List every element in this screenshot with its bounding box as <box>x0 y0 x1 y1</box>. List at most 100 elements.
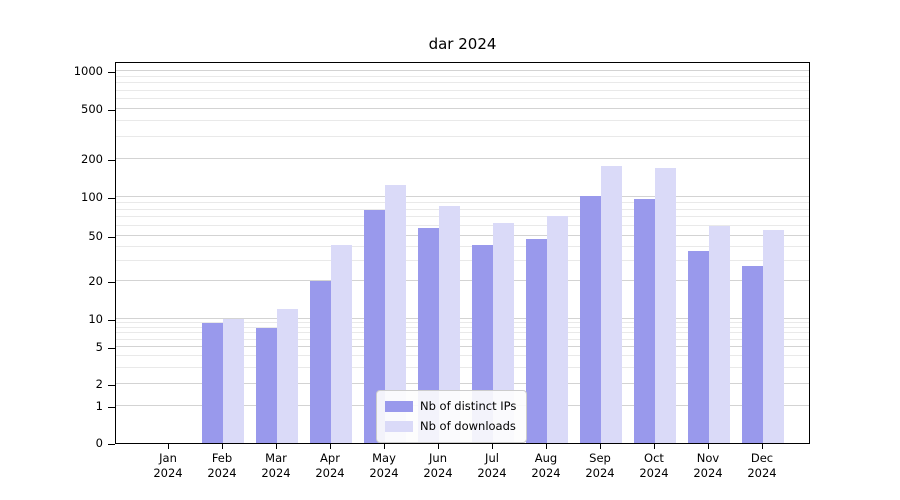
y-tick-label: 10 <box>88 312 103 326</box>
x-tick-year: 2024 <box>315 466 345 480</box>
x-tick-year: 2024 <box>423 466 453 480</box>
gridline-minor <box>116 82 809 84</box>
gridline-major <box>116 235 809 236</box>
x-tick-label-feb: Feb 2024 <box>192 451 252 481</box>
bar-downloads-jul <box>493 223 514 443</box>
bar-distinct-ips-dec <box>742 266 763 443</box>
x-tick-label-jan: Jan 2024 <box>138 451 198 481</box>
legend-entry-nb-of-downloads: Nb of downloads <box>385 416 516 436</box>
legend-entry-nb-of-distinct-ips: Nb of distinct IPs <box>385 396 516 416</box>
x-tick-label-dec: Dec 2024 <box>732 451 792 481</box>
x-tick-month: Oct <box>644 451 664 465</box>
gridline-minor <box>116 89 809 91</box>
x-tick-month: Sep <box>589 451 611 465</box>
x-tick-year: 2024 <box>153 466 183 480</box>
bar-distinct-ips-oct <box>634 198 655 443</box>
x-tick-year: 2024 <box>747 466 777 480</box>
x-tick-label-jun: Jun 2024 <box>408 451 468 481</box>
gridline-minor <box>116 246 809 247</box>
y-tick-label: 200 <box>81 152 103 166</box>
x-tick-year: 2024 <box>585 466 615 480</box>
bar-downloads-oct <box>655 167 676 443</box>
bar-distinct-ips-nov <box>688 250 709 443</box>
x-tick-mark <box>276 444 277 449</box>
gridline-major <box>116 108 809 109</box>
x-tick-label-mar: Mar 2024 <box>246 451 306 481</box>
y-tick-label: 50 <box>88 229 103 243</box>
x-tick-mark <box>546 444 547 449</box>
y-tick-mark <box>108 198 115 199</box>
bar-distinct-ips-mar <box>256 328 277 443</box>
y-tick-label: 2 <box>95 377 103 391</box>
y-tick-mark <box>108 72 115 73</box>
y-tick-mark <box>108 110 115 111</box>
y-tick-label: 0 <box>95 436 103 450</box>
x-tick-year: 2024 <box>369 466 399 480</box>
x-tick-month: Mar <box>265 451 287 465</box>
gridline-minor <box>116 332 809 334</box>
gridline-minor <box>116 224 809 226</box>
gridline-minor <box>116 338 809 340</box>
legend: Nb of distinct IPs Nb of downloads <box>376 390 528 443</box>
y-tick-mark <box>108 407 115 408</box>
x-tick-year: 2024 <box>207 466 237 480</box>
gridline-minor <box>116 355 809 356</box>
bar-distinct-ips-feb <box>202 323 223 443</box>
x-tick-year: 2024 <box>693 466 723 480</box>
x-tick-year: 2024 <box>261 466 291 480</box>
gridline-minor <box>116 327 809 328</box>
x-tick-label-aug: Aug 2024 <box>516 451 576 481</box>
x-tick-mark <box>762 444 763 449</box>
y-tick-mark <box>108 237 115 238</box>
gridline-minor <box>116 135 809 137</box>
x-tick-month: Jan <box>159 451 177 465</box>
gridline-major <box>116 280 809 281</box>
plot-area <box>115 62 810 444</box>
x-tick-year: 2024 <box>639 466 669 480</box>
bar-distinct-ips-apr <box>310 281 331 443</box>
legend-swatch-distinct-ips <box>385 400 413 412</box>
bar-downloads-dec <box>763 229 784 443</box>
y-tick-label: 500 <box>81 102 103 116</box>
bar-downloads-jun <box>439 206 460 443</box>
x-tick-label-jul: Jul 2024 <box>462 451 522 481</box>
x-tick-month: May <box>372 451 396 465</box>
x-tick-label-nov: Nov 2024 <box>678 451 738 481</box>
x-tick-mark <box>384 444 385 449</box>
x-tick-label-may: May 2024 <box>354 451 414 481</box>
gridline-minor <box>116 201 809 203</box>
y-tick-mark <box>108 385 115 386</box>
y-tick-label: 5 <box>95 340 103 354</box>
gridline-minor <box>116 260 809 262</box>
bar-downloads-mar <box>277 309 298 443</box>
legend-swatch-downloads <box>385 420 413 432</box>
x-tick-month: Nov <box>696 451 720 465</box>
x-tick-mark <box>168 444 169 449</box>
bar-distinct-ips-aug <box>526 239 547 443</box>
bar-downloads-apr <box>331 244 352 443</box>
bar-downloads-aug <box>547 215 568 443</box>
gridline-minor <box>116 366 809 368</box>
y-tick-label: 1000 <box>73 64 103 78</box>
x-tick-mark <box>222 444 223 449</box>
gridline-major <box>116 383 809 384</box>
x-tick-month: Jul <box>485 451 499 465</box>
x-tick-month: Aug <box>534 451 558 465</box>
bar-distinct-ips-may <box>364 209 385 443</box>
x-tick-label-apr: Apr 2024 <box>300 451 360 481</box>
bar-downloads-sep <box>601 166 622 443</box>
x-tick-mark <box>708 444 709 449</box>
gridline-major <box>116 346 809 347</box>
gridline-minor <box>116 322 809 324</box>
gridline-major <box>116 196 809 197</box>
bar-downloads-feb <box>223 319 244 443</box>
x-tick-month: Feb <box>211 451 233 465</box>
x-tick-label-sep: Sep 2024 <box>570 451 630 481</box>
x-tick-month: Apr <box>320 451 340 465</box>
x-tick-mark <box>330 444 331 449</box>
x-tick-year: 2024 <box>531 466 561 480</box>
gridline-minor <box>116 216 809 218</box>
legend-label: Nb of distinct IPs <box>420 399 517 413</box>
gridline-minor <box>116 75 809 77</box>
